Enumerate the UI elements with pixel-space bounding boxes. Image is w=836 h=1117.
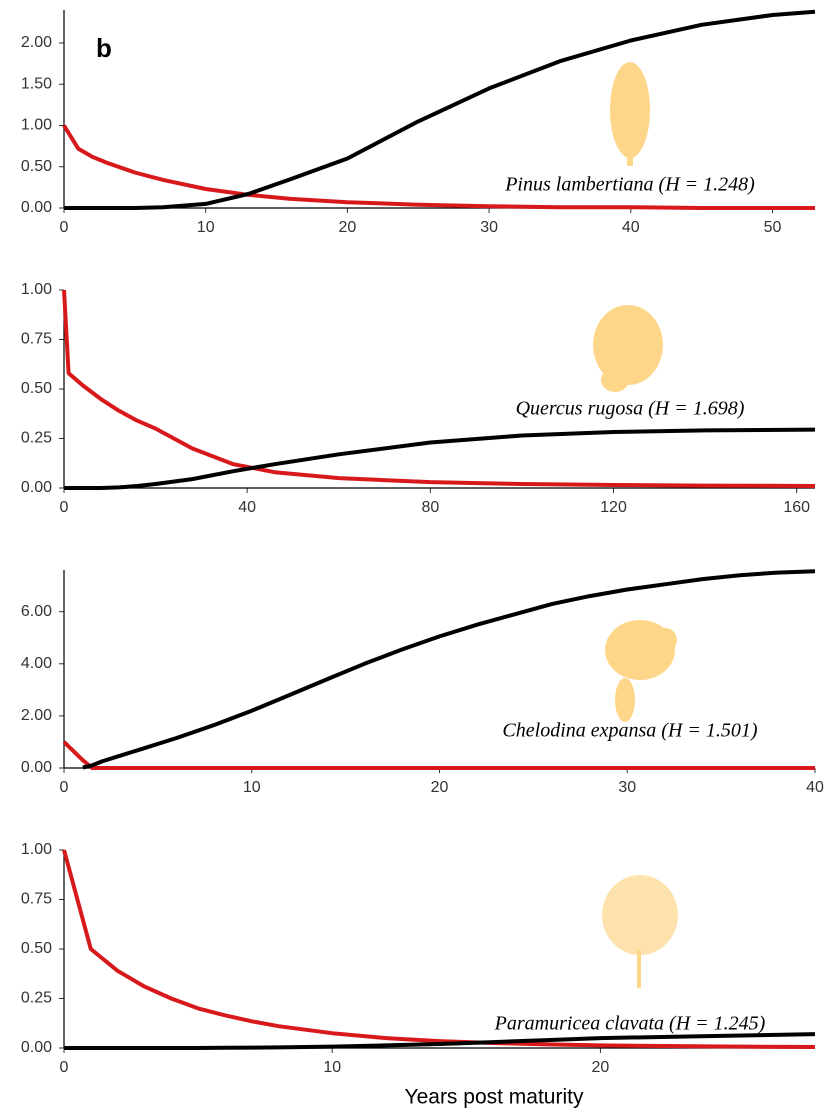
coral-icon xyxy=(602,875,678,955)
turtle-head xyxy=(653,628,677,652)
y-tick-label: 0.00 xyxy=(21,759,52,776)
x-tick-label: 120 xyxy=(600,499,627,516)
y-tick-label: 2.00 xyxy=(21,34,52,51)
series-line xyxy=(82,569,816,770)
x-tick-label: 80 xyxy=(421,499,439,516)
y-tick-label: 0.00 xyxy=(21,1039,52,1056)
species-annotation: Paramuricea clavata (H = 1.245) xyxy=(494,1013,766,1035)
y-tick-label: 1.50 xyxy=(21,75,52,92)
y-tick-label: 0.75 xyxy=(21,891,52,908)
y-tick-label: 0.50 xyxy=(21,158,52,175)
y-tick-label: 1.00 xyxy=(21,841,52,858)
series-line xyxy=(64,1032,816,1050)
oak-icon xyxy=(593,305,663,385)
x-tick-label: 0 xyxy=(60,1059,69,1076)
series-line xyxy=(62,289,816,488)
y-tick-label: 4.00 xyxy=(21,655,52,672)
x-tick-label: 0 xyxy=(60,499,69,516)
species-annotation: Quercus rugosa (H = 1.698) xyxy=(516,398,745,420)
y-tick-label: 6.00 xyxy=(21,603,52,620)
x-tick-label: 40 xyxy=(622,219,640,236)
x-tick-label: 10 xyxy=(243,779,261,796)
series-line xyxy=(64,427,816,490)
x-tick-label: 0 xyxy=(60,219,69,236)
tree-trunk xyxy=(627,150,633,166)
x-tick-label: 160 xyxy=(783,499,810,516)
series-line xyxy=(64,9,816,210)
series-line xyxy=(62,124,815,210)
coral-stem xyxy=(637,950,641,988)
turtle-tail xyxy=(615,678,635,722)
oak-icon-part xyxy=(601,368,629,392)
panel-label: b xyxy=(96,33,112,63)
tree-icon xyxy=(610,62,650,158)
series-line xyxy=(62,849,816,1049)
y-tick-label: 2.00 xyxy=(21,707,52,724)
y-tick-label: 1.00 xyxy=(21,117,52,134)
y-tick-label: 0.00 xyxy=(21,479,52,496)
x-tick-label: 40 xyxy=(806,779,824,796)
y-tick-label: 1.00 xyxy=(21,281,52,298)
x-tick-label: 0 xyxy=(60,779,69,796)
x-tick-label: 10 xyxy=(197,219,215,236)
y-tick-label: 0.50 xyxy=(21,380,52,397)
silhouettes xyxy=(593,62,678,988)
series-line xyxy=(62,740,815,770)
x-tick-label: 20 xyxy=(431,779,449,796)
x-tick-label: 30 xyxy=(618,779,636,796)
y-tick-label: 0.25 xyxy=(21,430,52,447)
x-tick-label: 20 xyxy=(592,1059,610,1076)
x-tick-label: 10 xyxy=(323,1059,341,1076)
species-annotation: Pinus lambertiana (H = 1.248) xyxy=(504,174,755,196)
x-tick-label: 50 xyxy=(764,219,782,236)
y-tick-label: 0.00 xyxy=(21,199,52,216)
y-tick-label: 0.75 xyxy=(21,331,52,348)
x-tick-label: 20 xyxy=(338,219,356,236)
x-tick-label: 40 xyxy=(238,499,256,516)
x-tick-label: 30 xyxy=(480,219,498,236)
y-tick-label: 0.50 xyxy=(21,940,52,957)
species-annotation: Chelodina expansa (H = 1.501) xyxy=(502,720,757,742)
y-tick-label: 0.25 xyxy=(21,990,52,1007)
x-axis-label: Years post maturity xyxy=(405,1086,584,1109)
